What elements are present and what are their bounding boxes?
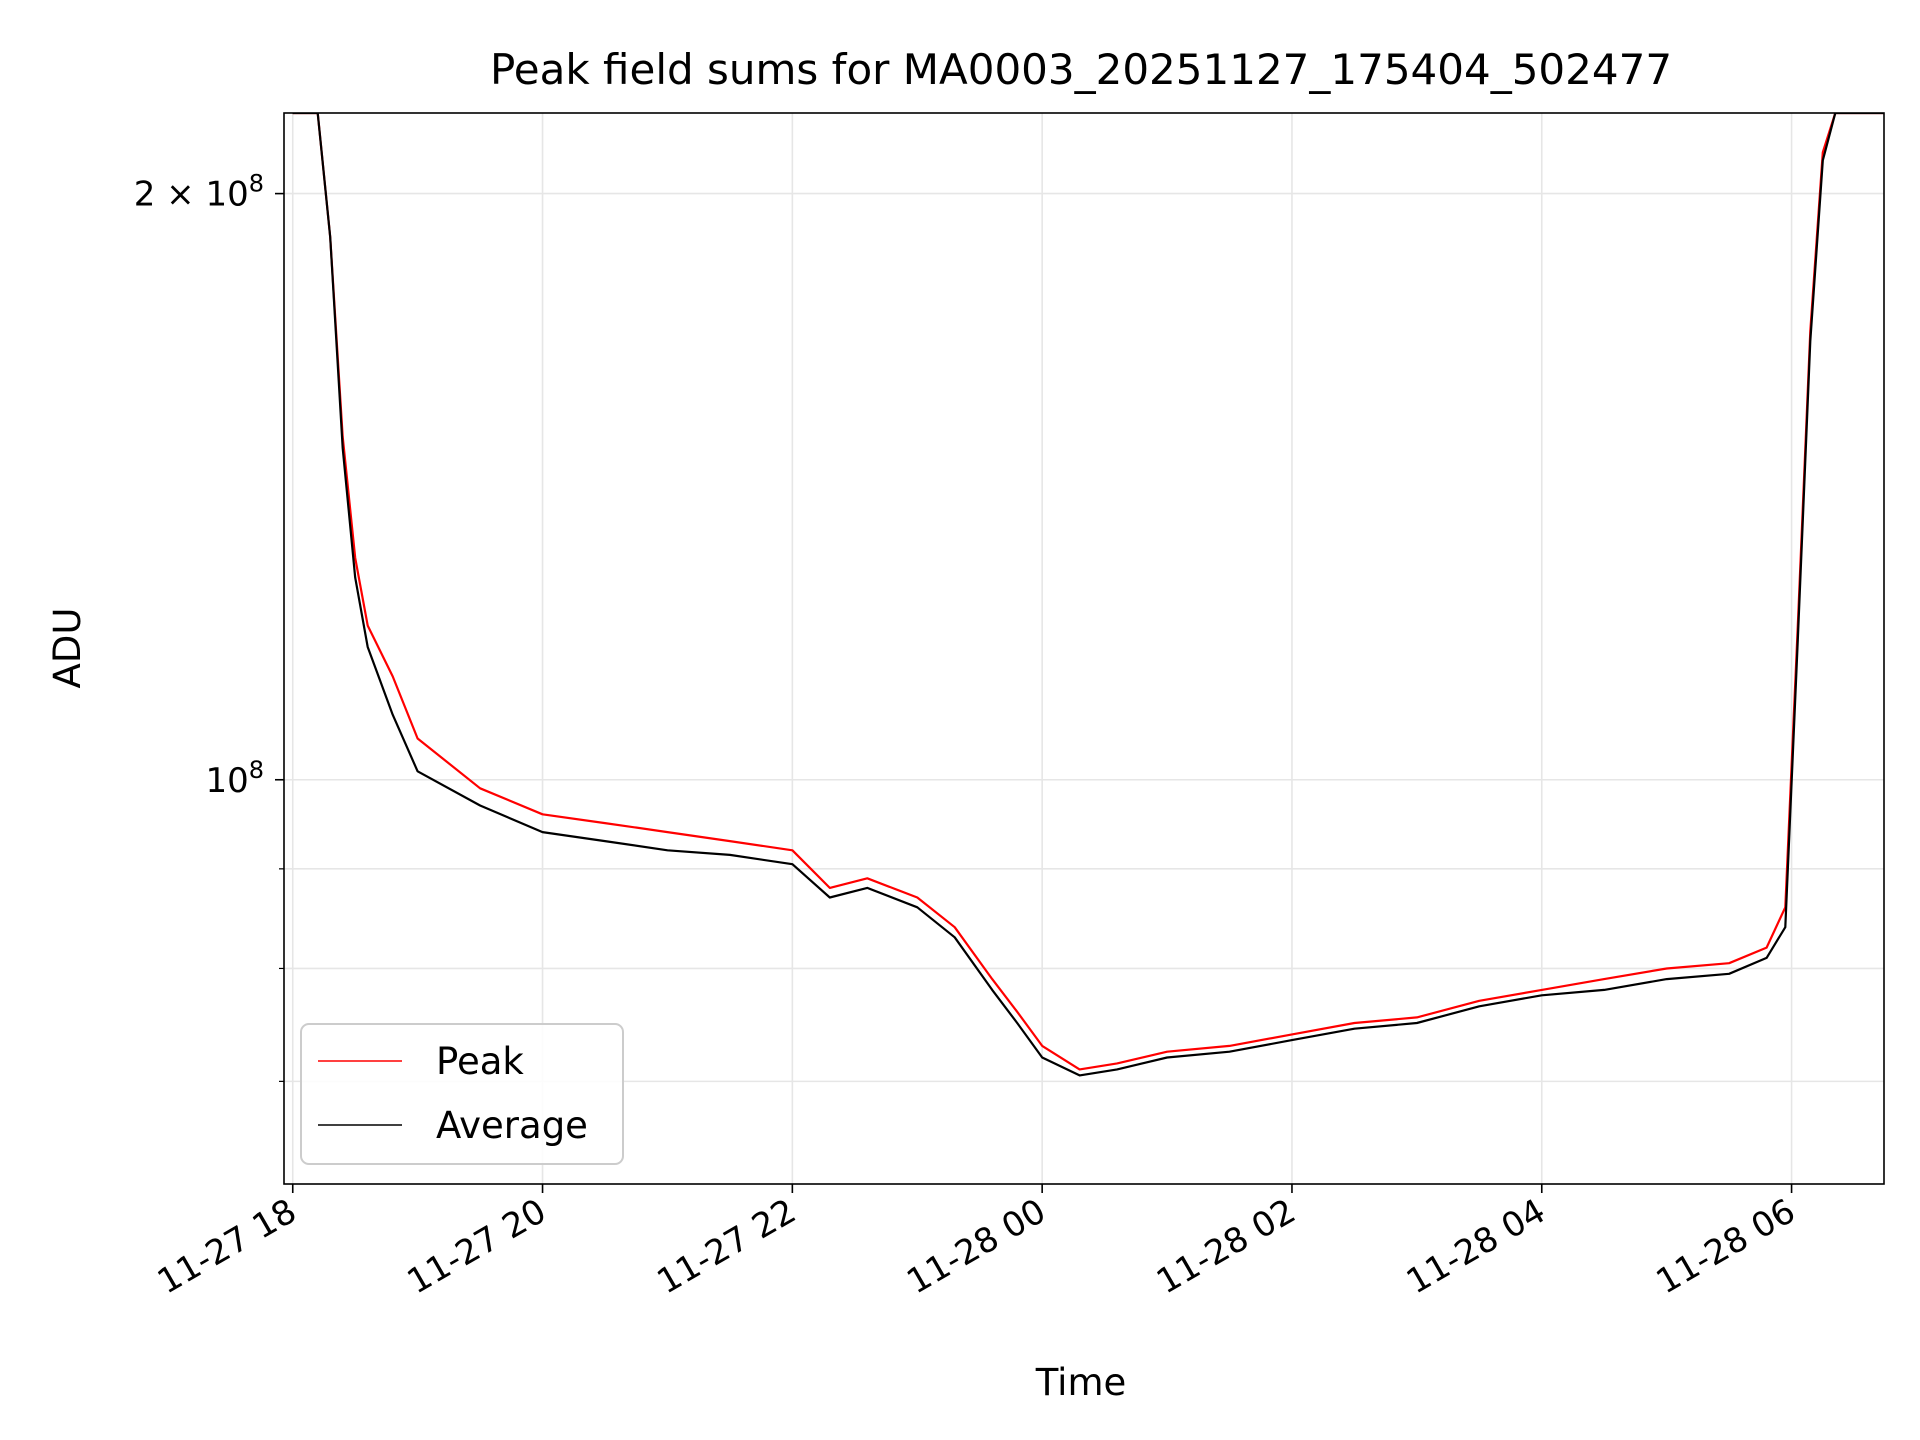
y-tick-label: 2 × 108 <box>134 170 264 215</box>
chart-title: Peak field sums for MA0003_20251127_1754… <box>490 45 1672 94</box>
y-axis-label: ADU <box>46 608 89 689</box>
legend-label-peak: Peak <box>436 1040 524 1083</box>
legend: Peak Average <box>300 1023 624 1165</box>
series-layer <box>292 113 1884 1077</box>
grid <box>284 113 1884 1184</box>
legend-box <box>300 1023 624 1165</box>
x-axis-label: Time <box>1035 1361 1127 1404</box>
legend-label-average: Average <box>436 1104 588 1147</box>
y-axis: 108 2 × 108 <box>134 170 284 1082</box>
series-line-average <box>292 113 1884 1077</box>
plot-frame <box>283 112 1885 1185</box>
series-line-peak <box>292 113 1884 1071</box>
y-tick-label: 108 <box>205 756 264 801</box>
